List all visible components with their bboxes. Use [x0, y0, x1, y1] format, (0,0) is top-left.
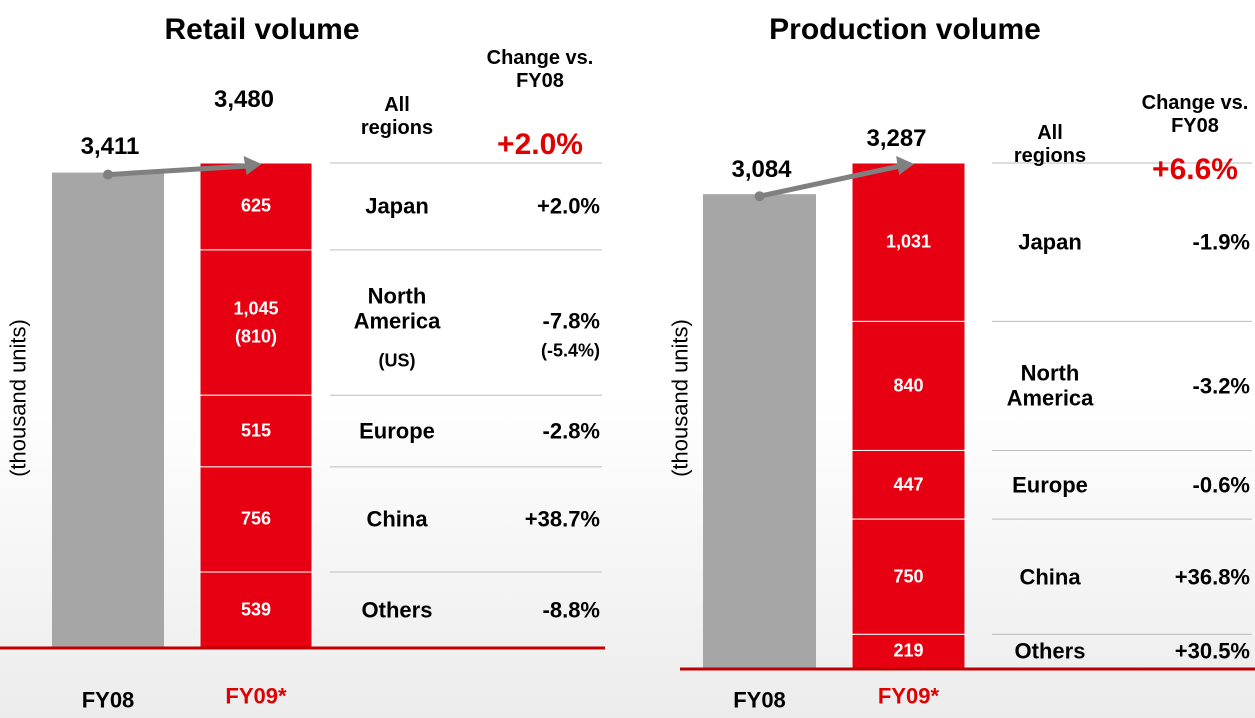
segment-label: 625 [240, 196, 272, 217]
header-change: Change vs. FY08 [486, 47, 594, 92]
total-change: +2.0% [497, 127, 583, 161]
x-tick-label: FY08 [733, 687, 786, 713]
segment-label: 1,031 [885, 231, 932, 252]
change-label: -7.8% [542, 307, 600, 333]
region-name: Others [361, 596, 433, 622]
x-tick-label: FY09* [877, 683, 940, 709]
arrow-dot [754, 191, 765, 202]
x-tick-label: FY09* [225, 683, 287, 709]
total-label: 3,411 [80, 132, 140, 160]
region-name: Europe [359, 418, 435, 444]
change-label: +2.0% [537, 193, 600, 219]
segment-label: 840 [893, 375, 924, 396]
region-name: Japan [1018, 229, 1082, 255]
segment-label: 515 [240, 420, 272, 441]
total-label: 3,480 [213, 86, 275, 114]
segment-label: 539 [240, 599, 272, 620]
region-name: Others [1014, 638, 1086, 664]
arrow-dot [103, 169, 113, 180]
segment-label: 750 [893, 566, 924, 587]
segment-label: 219 [893, 640, 924, 661]
arrow-head [243, 156, 262, 175]
arrow [107, 163, 248, 178]
region-sub-name: (US) [378, 350, 416, 371]
arrow [758, 163, 901, 199]
bar [52, 172, 164, 647]
bar-segment [199, 466, 313, 573]
change-sub-label: (-5.4%) [540, 340, 600, 361]
region-name: China [366, 506, 428, 532]
arrow-head [896, 156, 915, 175]
change-label: -0.6% [1192, 472, 1250, 498]
y-axis-label: (thousand units) [5, 319, 31, 477]
segment-label: 1,045 [233, 298, 279, 319]
header-change: Change vs. FY08 [1141, 92, 1249, 137]
region-name: Europe [1012, 472, 1088, 498]
change-label: +36.8% [1174, 564, 1250, 590]
segment-sub-label: (810) [234, 326, 278, 347]
chart-title: Retail volume [164, 12, 360, 46]
header-region: All regions [1013, 122, 1087, 167]
bar-segment [851, 518, 966, 635]
y-axis-label: (thousand units) [667, 319, 693, 477]
bar-segment [851, 633, 966, 669]
region-name: China [1019, 564, 1081, 590]
bar-segment [851, 449, 966, 520]
change-label: -3.2% [1192, 373, 1250, 399]
bar-segment [199, 394, 313, 468]
bar-segment [199, 571, 313, 648]
region-name: North America [1006, 360, 1094, 411]
total-label: 3,084 [731, 156, 792, 184]
bar-segment [199, 249, 313, 396]
segment-label: 447 [893, 474, 924, 495]
bar [703, 194, 816, 668]
chart-title: Production volume [769, 12, 1041, 46]
total-label: 3,287 [866, 125, 927, 153]
change-label: +30.5% [1174, 638, 1250, 664]
total-change: +6.6% [1152, 152, 1238, 186]
bar-segment [199, 162, 313, 251]
change-label: +38.7% [524, 506, 600, 532]
header-region: All regions [360, 94, 434, 139]
region-name: Japan [365, 193, 429, 219]
change-label: -8.8% [542, 596, 600, 622]
segment-label: 756 [240, 509, 272, 530]
x-tick-label: FY08 [81, 687, 135, 713]
change-label: -2.8% [542, 418, 600, 444]
bar-segment [851, 162, 966, 322]
change-label: -1.9% [1192, 229, 1250, 255]
region-name: North America [353, 283, 441, 334]
